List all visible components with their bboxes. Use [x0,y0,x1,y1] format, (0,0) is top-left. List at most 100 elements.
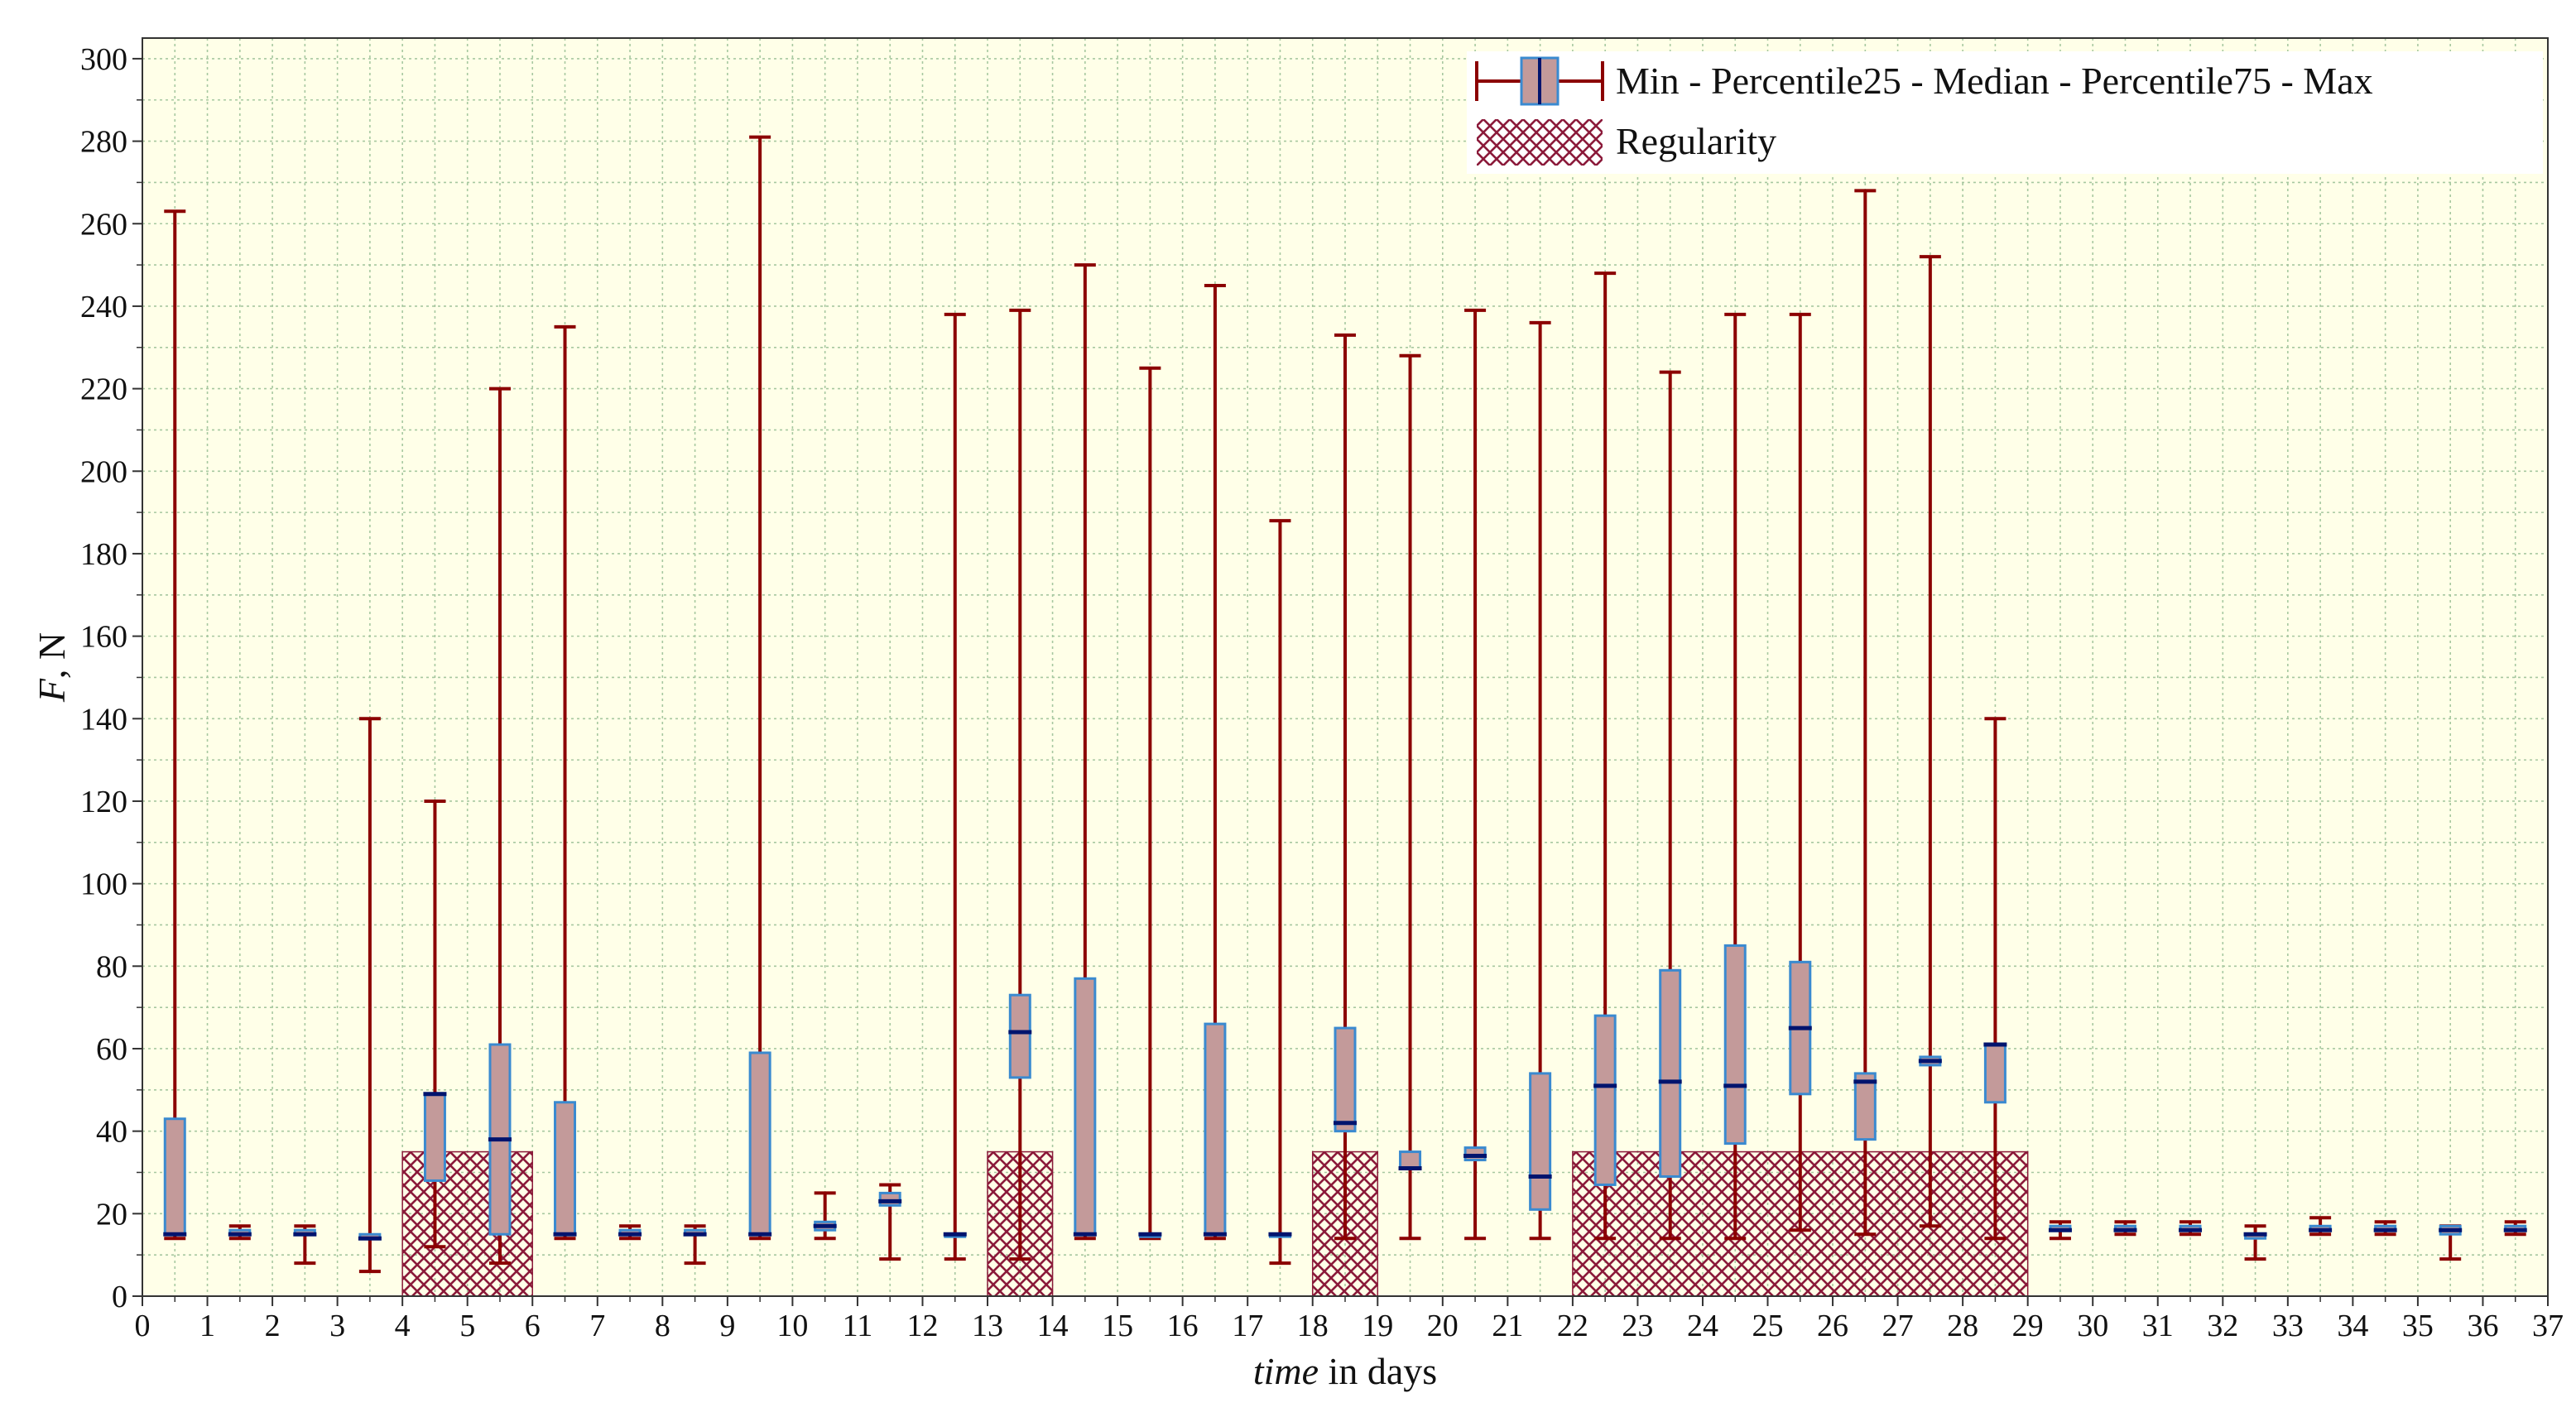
y-tick-label: 140 [80,702,127,737]
box-plot-item [1073,263,1097,1241]
box-plot-item [2439,1224,2463,1261]
y-tick-label: 180 [80,537,127,572]
x-tick-label: 37 [2532,1309,2564,1343]
x-tick-label: 13 [972,1309,1003,1343]
x-tick-label: 36 [2467,1309,2498,1343]
box-plot-item [1008,308,1032,1261]
y-axis-label: F, N [31,632,73,703]
x-tick-label: 34 [2337,1309,2368,1343]
y-tick-label: 40 [96,1115,127,1150]
iqr-box [1723,944,1747,1146]
x-tick-label: 21 [1492,1309,1523,1343]
y-tick-label: 20 [96,1197,127,1232]
x-tick-label: 17 [1232,1309,1263,1343]
iqr-box [1529,1072,1552,1211]
box-plot-item [618,1224,642,1241]
regularity-region [401,1150,533,1297]
x-tick-label: 7 [589,1309,605,1343]
x-tick-label: 3 [329,1309,345,1343]
x-axis-ticks: 0 1 2 3 4 5 6 7 8 9 10 11 12 13 14 15 16 17 18 19 20 21 22 23 24… [135,1296,2564,1343]
legend: Min - Percentile25 - Median - Percentile… [1467,51,2543,174]
box-plot-item [1528,320,1552,1241]
box-plot-item [293,1224,317,1266]
x-tick-label: 4 [395,1309,411,1343]
x-tick-label: 35 [2402,1309,2434,1343]
x-tick-label: 14 [1037,1309,1069,1343]
x-tick-label: 25 [1752,1309,1784,1343]
x-tick-label: 31 [2142,1309,2174,1343]
iqr-box [748,1051,771,1236]
iqr-box [1399,1150,1422,1170]
box-plot-item [358,717,382,1274]
x-tick-label: 33 [2272,1309,2304,1343]
y-tick-label: 240 [80,290,127,324]
x-tick-label: 32 [2207,1309,2238,1343]
box-plot-item [1463,308,1487,1241]
x-tick-label: 1 [199,1309,215,1343]
box-plot-item [1334,333,1357,1241]
box-plot-item [1853,189,1877,1237]
iqr-box [1593,1014,1617,1186]
grid-lines [142,38,2548,1296]
x-tick-label: 26 [1817,1309,1848,1343]
x-tick-label: 5 [459,1309,475,1343]
x-tick-label: 10 [776,1309,808,1343]
iqr-box [1659,968,1682,1178]
y-axis-ticks: 0 20 40 60 80 100 120 140 160 180 200 220 240 260 280 3… [80,42,142,1314]
box-plot-item [683,1224,707,1266]
iqr-box [1334,1026,1357,1133]
x-tick-label: 27 [1882,1309,1914,1343]
iqr-box [1204,1022,1227,1236]
y-tick-label: 0 [112,1280,127,1314]
box-plot-item [813,1191,837,1241]
y-tick-label: 220 [80,372,127,407]
x-tick-label: 11 [843,1309,873,1343]
y-tick-label: 300 [80,42,127,77]
y-tick-label: 200 [80,454,127,489]
x-tick-label: 30 [2077,1309,2108,1343]
box-plot-item [878,1183,902,1261]
box-plot-item [1658,370,1682,1241]
box-series [163,135,2527,1274]
legend-regularity-symbol [1477,119,1603,166]
x-tick-label: 16 [1167,1309,1199,1343]
x-tick-label: 9 [719,1309,735,1343]
box-plot-item [488,387,512,1266]
y-tick-label: 60 [96,1032,127,1067]
box-plot-item [1268,519,1292,1266]
legend-box-label: Min - Percentile25 - Median - Percentile… [1616,60,2373,102]
box-plot-item [1593,271,1617,1241]
box-plot-item [2113,1220,2137,1237]
x-tick-label: 6 [525,1309,541,1343]
x-tick-label: 12 [906,1309,938,1343]
box-plot-item [228,1224,252,1241]
box-plot-item [943,312,967,1261]
x-tick-label: 22 [1557,1309,1588,1343]
box-plot-item [163,209,187,1241]
y-tick-label: 280 [80,125,127,160]
x-tick-label: 8 [655,1309,670,1343]
iqr-box [554,1101,577,1236]
y-tick-label: 80 [96,949,127,984]
iqr-box [1983,1043,2006,1104]
x-tick-label: 18 [1297,1309,1329,1343]
box-plot-item [1138,366,1162,1241]
box-plot-item [2503,1220,2527,1237]
box-plot-item [1723,312,1747,1241]
legend-box-symbol [1475,56,1604,106]
legend-regularity-label: Regularity [1616,120,1776,162]
iqr-box [423,1093,446,1182]
box-plot-item [1983,717,2007,1241]
y-axis-label-italic: F [31,678,73,703]
x-tick-label: 24 [1687,1309,1718,1343]
x-axis-label-rest: in days [1319,1350,1437,1392]
y-axis-label-rest: , N [31,632,73,679]
box-plot-item [2309,1216,2333,1237]
y-tick-label: 160 [80,620,127,655]
box-plot-item [1398,353,1422,1241]
box-plot-item [2048,1220,2072,1241]
x-tick-label: 29 [2012,1309,2044,1343]
box-plot-item [1203,284,1227,1241]
iqr-box [1008,993,1031,1079]
